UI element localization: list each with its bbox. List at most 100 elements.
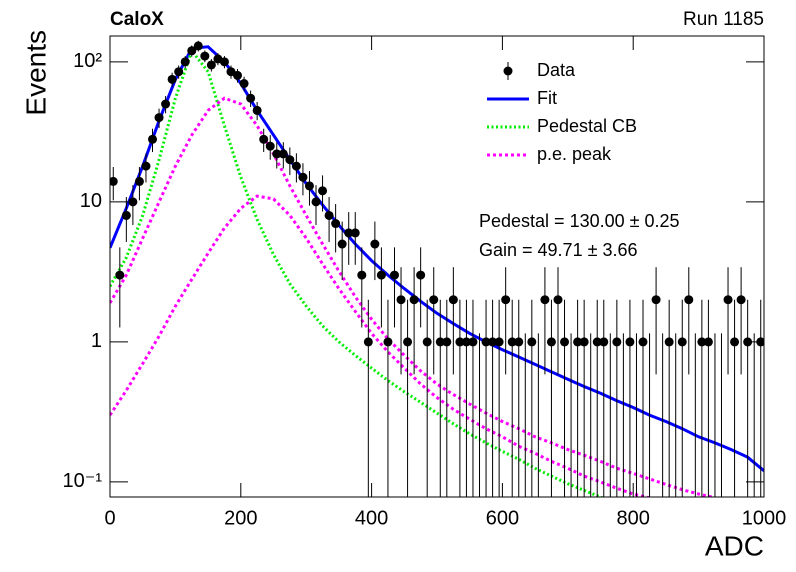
data-point: [730, 337, 740, 347]
y-tick-label: 10⁻¹: [63, 470, 103, 492]
x-tick-label: 400: [355, 507, 388, 529]
data-point: [331, 219, 341, 229]
data-point: [461, 337, 471, 347]
data-point: [148, 134, 158, 144]
data-point: [396, 295, 406, 305]
data-point: [383, 337, 393, 347]
fit-curve: [110, 194, 650, 497]
data-point: [311, 197, 321, 207]
data-point: [272, 149, 282, 159]
data-point: [403, 337, 413, 347]
x-tick-label: 0: [104, 507, 115, 529]
x-tick-label: 200: [224, 507, 257, 529]
data-point: [488, 337, 498, 347]
data-point: [455, 337, 465, 347]
data-point: [161, 99, 171, 109]
data-point: [226, 67, 236, 77]
data-point: [376, 270, 386, 280]
data-point: [324, 210, 334, 220]
data-point: [298, 172, 308, 182]
data-point: [625, 337, 635, 347]
data-point: [206, 60, 216, 70]
annotation: Gain = 49.71 ± 3.66: [479, 240, 638, 260]
y-tick-label: 1: [91, 330, 102, 352]
data-point: [363, 337, 373, 347]
data-point: [187, 46, 197, 56]
y-tick-label: 10²: [73, 50, 102, 72]
data-point: [599, 337, 609, 347]
data-point: [638, 337, 648, 347]
data-point: [442, 337, 452, 347]
data-point: [154, 113, 164, 123]
data-point: [684, 295, 694, 305]
x-tick-label: 1000: [742, 507, 787, 529]
data-point: [612, 337, 622, 347]
y-axis-label: Events: [20, 30, 51, 116]
data-point: [252, 105, 262, 115]
data-point: [723, 295, 733, 305]
run-label: Run 1185: [683, 9, 764, 30]
legend-label: p.e. peak: [537, 144, 612, 164]
data-point: [219, 57, 229, 67]
frame: [109, 35, 765, 498]
data-point: [448, 295, 458, 305]
data-point: [546, 337, 556, 347]
data-point: [285, 155, 295, 165]
y-tick-label: 10: [80, 190, 102, 212]
data-point: [697, 337, 707, 347]
data-point: [344, 228, 354, 238]
data-point: [246, 93, 256, 103]
data-point: [416, 270, 426, 280]
data-point: [527, 337, 537, 347]
data-point: [115, 270, 125, 280]
x-axis-label: ADC: [705, 530, 764, 561]
data-point: [350, 228, 360, 238]
data-point: [435, 337, 445, 347]
fit-curve: [110, 47, 605, 497]
data-point: [121, 210, 131, 220]
data-point: [167, 74, 177, 84]
data-point: [592, 337, 602, 347]
data-point: [141, 161, 151, 171]
data-point: [507, 337, 517, 347]
data-point: [265, 141, 275, 151]
data-point: [370, 239, 380, 249]
data-point: [651, 295, 661, 305]
data-point: [703, 337, 713, 347]
data-point: [422, 337, 432, 347]
data-point: [291, 161, 301, 171]
plot-area: [110, 40, 764, 497]
annotation: Pedestal = 130.00 ± 0.25: [479, 211, 680, 231]
data-point: [128, 197, 138, 207]
data-point: [560, 337, 570, 347]
data-point: [357, 270, 367, 280]
legend-label: Pedestal CB: [537, 116, 637, 136]
data-point: [233, 70, 243, 80]
data-point: [736, 295, 746, 305]
data-point: [573, 337, 583, 347]
data-point: [553, 295, 563, 305]
data-point: [409, 295, 419, 305]
legend-label: Fit: [537, 88, 557, 108]
chart-title: CaloX: [110, 9, 164, 30]
data-point: [481, 337, 491, 347]
data-point: [304, 181, 314, 191]
legend-label: Data: [537, 60, 576, 80]
data-point: [193, 41, 203, 51]
data-point: [677, 337, 687, 347]
data-point: [540, 295, 550, 305]
fit-curve: [110, 96, 716, 497]
data-point: [429, 295, 439, 305]
data-point: [134, 176, 144, 186]
x-tick-label: 800: [617, 507, 650, 529]
data-point: [664, 337, 674, 347]
data-point: [514, 337, 524, 347]
data-point: [200, 51, 210, 61]
data-point: [174, 67, 184, 77]
data-point: [318, 186, 328, 196]
data-point: [110, 176, 118, 186]
data-point: [579, 337, 589, 347]
x-tick-label: 600: [486, 507, 519, 529]
